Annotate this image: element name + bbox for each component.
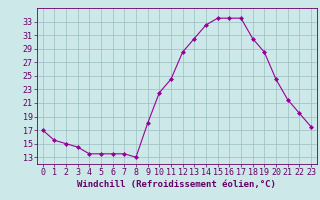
X-axis label: Windchill (Refroidissement éolien,°C): Windchill (Refroidissement éolien,°C)	[77, 180, 276, 189]
